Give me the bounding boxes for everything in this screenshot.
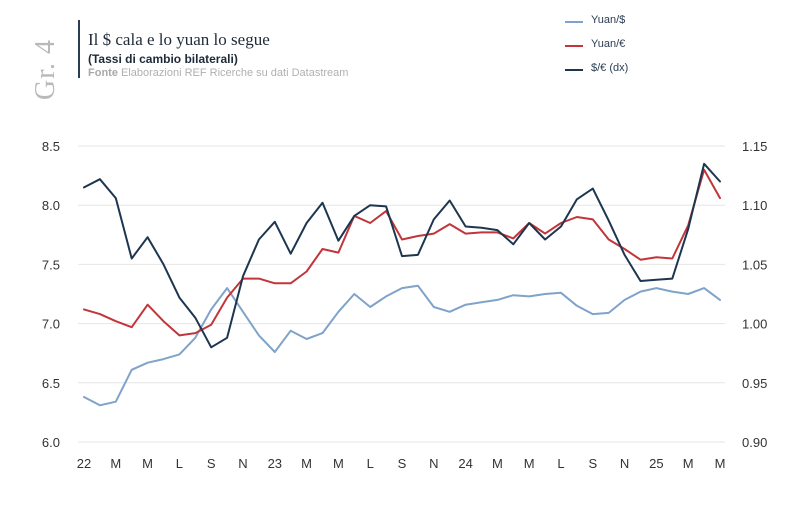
chart-source: Fonte Elaborazioni REF Ricerche su dati … (88, 67, 348, 79)
source-text: Elaborazioni REF Ricerche su dati Datast… (117, 67, 349, 79)
x-axis-tick-label: S (207, 456, 216, 471)
x-axis-tick-label: N (238, 456, 247, 471)
header-divider (78, 20, 80, 78)
x-axis-tick-label: 25 (649, 456, 663, 471)
right-axis-tick-label: 1.15 (742, 139, 767, 154)
x-axis-tick-label: L (557, 456, 564, 471)
x-axis-tick-label: M (715, 456, 726, 471)
x-axis-tick-label: N (429, 456, 438, 471)
x-axis-tick-label: M (333, 456, 344, 471)
legend-swatch-yuan-usd (565, 21, 583, 23)
legend-label-usd-eur: $/€ (dx) (591, 62, 629, 74)
x-axis-tick-label: S (398, 456, 407, 471)
x-axis-tick-label: M (142, 456, 153, 471)
x-axis-tick-label: M (524, 456, 535, 471)
series-line-usd-eur (83, 162, 721, 349)
left-axis-tick-label: 7.0 (42, 317, 60, 332)
chart-subtitle: (Tassi di cambio bilaterali) (88, 52, 238, 66)
legend-label-yuan-usd: Yuan/$ (591, 14, 626, 26)
right-axis-tick-label: 0.90 (742, 435, 767, 450)
grid-layer (78, 145, 725, 443)
x-axis-tick-label: L (176, 456, 183, 471)
right-axis-tick-label: 1.05 (742, 257, 767, 272)
x-axis-tick-label: M (301, 456, 312, 471)
series-layer (83, 162, 721, 407)
source-prefix: Fonte (88, 67, 118, 79)
left-axis-tick-label: 8.0 (42, 198, 60, 213)
chart-title: Il $ cala e lo yuan lo segue (88, 30, 270, 49)
series-line-yuan-usd (83, 284, 721, 407)
legend-label-yuan-eur: Yuan/€ (591, 38, 626, 50)
left-axis-tick-label: 6.0 (42, 435, 60, 450)
x-axis-tick-label: N (620, 456, 629, 471)
x-axis-tick-label: 23 (268, 456, 282, 471)
right-axis-tick-label: 0.95 (742, 376, 767, 391)
x-axis-tick-label: S (588, 456, 597, 471)
legend-swatch-yuan-eur (565, 45, 583, 47)
legend-swatch-usd-eur (565, 69, 583, 71)
left-axis-tick-label: 8.5 (42, 139, 60, 154)
x-axis-tick-label: M (492, 456, 503, 471)
axis-layer: 8.5 8.0 7.5 7.0 6.5 6.0 1.15 1.10 1.05 1.00 0.95 0.… (42, 139, 767, 471)
series-line-yuan-eur (83, 168, 721, 337)
x-axis-tick-label: M (683, 456, 694, 471)
x-axis-tick-label: M (110, 456, 121, 471)
x-axis-tick-label: 24 (458, 456, 472, 471)
left-axis-tick-label: 7.5 (42, 257, 60, 272)
x-axis-tick-label: L (367, 456, 374, 471)
left-axis-tick-label: 6.5 (42, 376, 60, 391)
right-axis-tick-label: 1.00 (742, 317, 767, 332)
right-axis-tick-label: 1.10 (742, 198, 767, 213)
x-axis-tick-label: 22 (77, 456, 91, 471)
